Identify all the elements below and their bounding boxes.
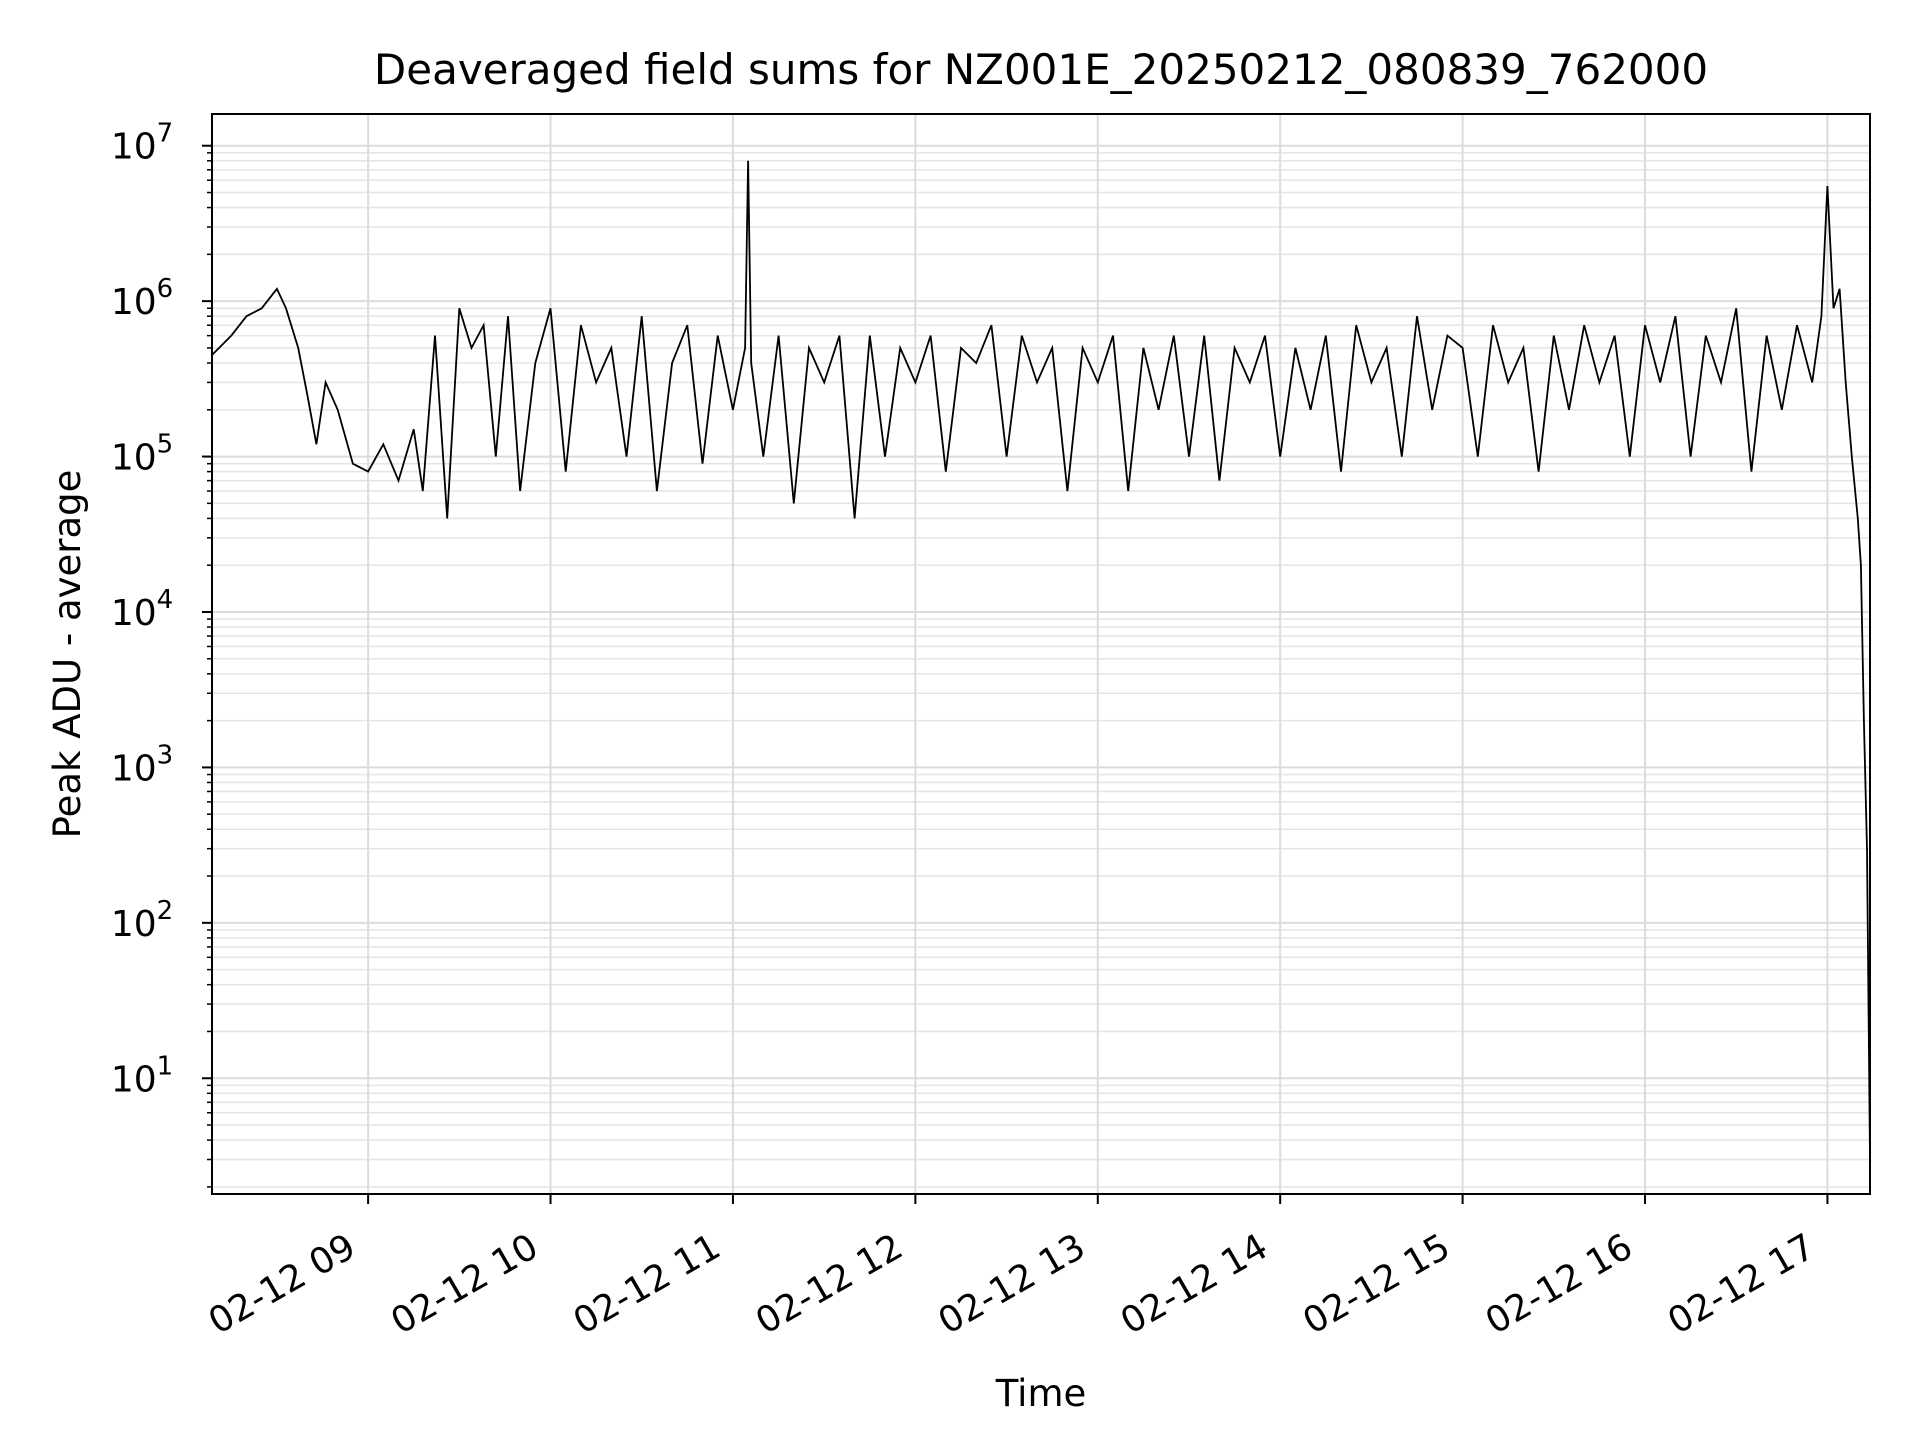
- y-tick-label: 105: [111, 430, 173, 479]
- y-tick-label: 106: [111, 274, 173, 323]
- y-axis: 101 102 103 104 105 106 107: [111, 119, 212, 1188]
- plot-frame: [211, 113, 1871, 1195]
- grid: [212, 114, 1870, 1194]
- y-axis-label: Peak ADU - average: [46, 470, 89, 839]
- chart-title: Deaveraged field sums for NZ001E_2025021…: [374, 45, 1708, 94]
- x-axis-label: Time: [995, 1372, 1087, 1415]
- y-tick-label: 103: [111, 740, 173, 789]
- y-tick-label: 104: [111, 585, 173, 634]
- series-layer: [211, 160, 1871, 1160]
- y-tick-label: 107: [111, 119, 173, 168]
- y-tick-label: 101: [111, 1051, 173, 1100]
- y-tick-label: 102: [111, 896, 173, 945]
- series-line: [211, 160, 1871, 1160]
